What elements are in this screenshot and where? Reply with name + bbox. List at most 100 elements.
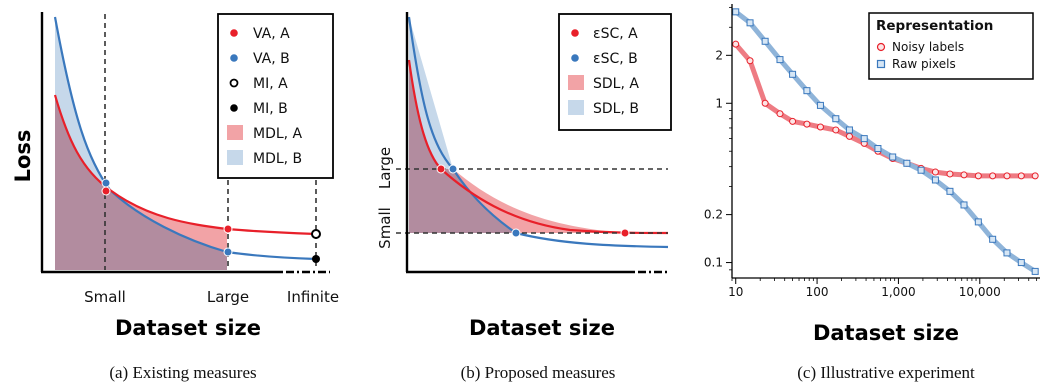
data-point	[889, 153, 897, 161]
panel-b-ytick-large: Large	[376, 147, 394, 189]
data-point	[845, 132, 853, 140]
va-a-small-point	[101, 186, 111, 196]
data-point	[816, 101, 824, 109]
panel-c-legend-box	[868, 12, 1034, 80]
legend-blue-swatch	[568, 100, 584, 115]
legend-square-marker	[876, 59, 886, 69]
data-point	[789, 117, 797, 125]
legend-label: SDL, A	[593, 76, 639, 92]
data-point	[989, 235, 997, 243]
legend-blue-dot	[230, 54, 238, 62]
data-point	[1003, 172, 1011, 180]
legend-label: VA, A	[253, 26, 290, 42]
data-point	[732, 8, 740, 16]
data-point	[860, 135, 868, 143]
esc-b-small-point	[511, 228, 521, 238]
data-point	[960, 171, 968, 179]
sdl-overlap-left	[441, 169, 516, 233]
data-point	[776, 110, 784, 118]
data-point	[845, 126, 853, 134]
data-point	[761, 99, 769, 107]
panel-c-y-tick-label: 2	[715, 48, 723, 62]
data-point	[776, 56, 784, 64]
data-point	[1017, 172, 1025, 180]
data-point	[832, 126, 840, 134]
sdl-overlap-area	[409, 60, 516, 233]
mdl-overlap-area	[55, 95, 227, 270]
legend-label: MI, A	[253, 76, 288, 92]
data-point	[931, 176, 939, 184]
panel-c-caption: (c) Illustrative experiment	[797, 363, 975, 382]
panel-c-x-tick-label: 10,000	[959, 285, 1001, 299]
data-point	[903, 159, 911, 167]
legend-black-dot	[230, 104, 238, 112]
legend-label: MI, B	[253, 101, 288, 117]
legend-label: εSC, B	[593, 51, 638, 67]
data-point	[761, 37, 769, 45]
panel-b-ytick-small: Small	[376, 207, 394, 249]
legend-red-dot	[571, 29, 579, 37]
data-point	[789, 70, 797, 78]
panel-a-caption: (a) Existing measures	[109, 363, 256, 382]
panel-b: Small Large Dataset size εSC, A εSC, B S…	[376, 12, 672, 382]
panel-c-y-tick-label: 0.1	[704, 256, 723, 270]
panel-a-y-label: Loss	[11, 130, 35, 183]
legend-blue-dot	[571, 54, 579, 62]
legend-label: VA, B	[253, 51, 290, 67]
panel-b-x-label: Dataset size	[469, 316, 615, 340]
data-point	[946, 187, 954, 195]
legend-label: MDL, A	[253, 126, 303, 142]
va-b-small-point	[101, 178, 111, 188]
panel-b-caption: (b) Proposed measures	[461, 363, 616, 382]
data-point	[974, 172, 982, 180]
esc-b-curve	[407, 16, 669, 249]
data-point	[803, 120, 811, 128]
panel-c-legend: Representation Noisy labels Raw pixels	[868, 12, 1034, 80]
panel-c-x-tick-label: 1,000	[881, 285, 915, 299]
va-b-curve	[53, 16, 317, 261]
panel-c-x-tick-label: 100	[806, 285, 829, 299]
legend-red-swatch	[568, 75, 584, 90]
mi-b-point	[312, 255, 320, 263]
panel-c-y-tick-label: 0.2	[704, 208, 723, 222]
legend-blue-swatch	[227, 150, 243, 165]
panel-c-y-tick-label: 1	[715, 96, 723, 110]
panel-c: 10 100 1,000 10,000 0.1 0.2 1 2 Representation …	[704, 4, 1040, 382]
data-point	[946, 170, 954, 178]
va-a-curve	[53, 94, 317, 236]
data-point	[960, 201, 968, 209]
mi-a-point	[311, 229, 321, 239]
data-point	[974, 218, 982, 226]
va-b-large-point	[223, 247, 233, 257]
data-point	[746, 19, 754, 27]
legend-open-circle	[229, 78, 239, 88]
data-point	[816, 123, 824, 131]
legend-circle-marker	[876, 42, 886, 52]
panel-a-xtick-small: Small	[84, 288, 126, 306]
legend-red-swatch	[227, 125, 243, 140]
data-point	[917, 166, 925, 174]
panel-c-x-label: Dataset size	[813, 321, 959, 345]
data-point	[746, 57, 754, 65]
legend-label: Noisy labels	[892, 40, 964, 54]
panel-a: Loss Small Large Infinite Dataset size V…	[11, 12, 339, 382]
va-a-large-point	[223, 224, 233, 234]
series-line	[733, 9, 1038, 274]
data-point	[803, 87, 811, 95]
esc-b-large-point	[448, 164, 458, 174]
legend-label: SDL, B	[593, 101, 639, 117]
panel-a-legend: VA, A VA, B MI, A MI, B MDL, A MDL, B	[217, 13, 334, 179]
esc-a-small-point	[620, 228, 630, 238]
panel-c-axes: 10 100 1,000 10,000 0.1 0.2 1 2	[704, 4, 1040, 299]
data-point	[1031, 172, 1039, 180]
data-point	[931, 168, 939, 176]
data-point	[1031, 267, 1039, 275]
data-point	[874, 145, 882, 153]
legend-title: Representation	[876, 18, 993, 34]
panel-c-x-tick-label: 10	[728, 285, 743, 299]
data-point	[732, 40, 740, 48]
legend-label: MDL, B	[253, 151, 302, 167]
data-point	[832, 115, 840, 123]
data-point	[989, 172, 997, 180]
